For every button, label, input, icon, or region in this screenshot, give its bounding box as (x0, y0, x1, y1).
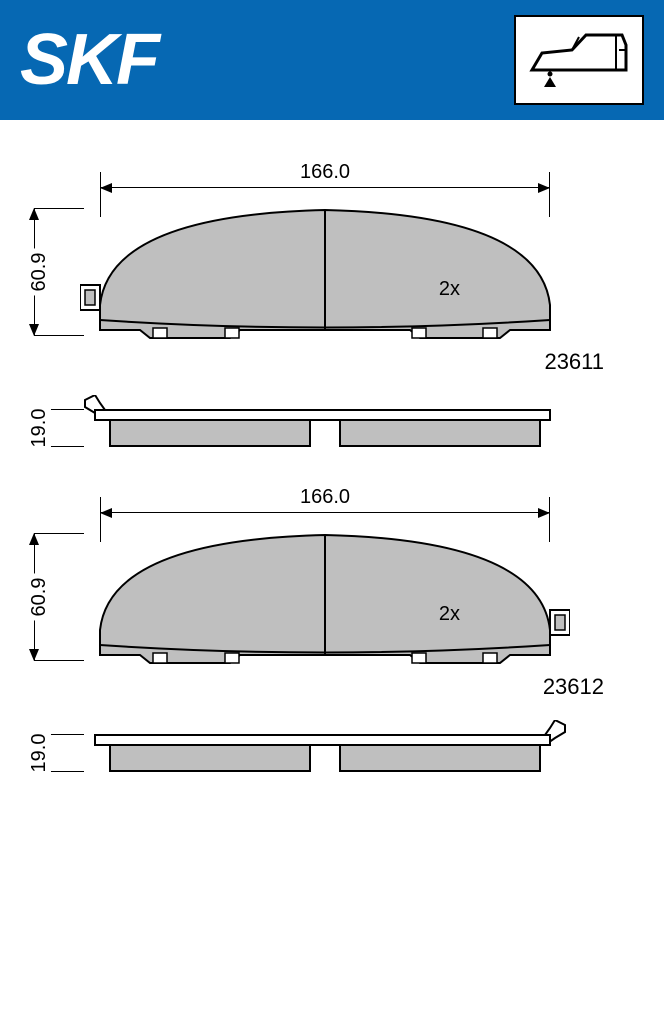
pad2-part-number: 23612 (80, 674, 604, 700)
pad1-height-dimension: 60.9 (20, 208, 60, 336)
pad2-thickness-dimension: 19.0 (20, 734, 60, 772)
pad1-thickness-value: 19.0 (28, 405, 51, 452)
brake-pad-1: 166.0 60.9 2x (80, 160, 634, 455)
pad2-quantity: 2x (439, 603, 460, 626)
pad1-height-value: 60.9 (28, 249, 51, 296)
technical-drawing: 166.0 60.9 2x (0, 120, 664, 820)
pad1-front-view: 60.9 2x (80, 200, 570, 345)
pad2-width-dimension: 166.0 (100, 485, 550, 525)
pad1-width-value: 166.0 (296, 161, 354, 184)
pad2-front-view: 60.9 2x (80, 525, 570, 670)
pad1-thickness-dimension: 19.0 (20, 409, 60, 447)
pad1-side-view: 19.0 (80, 395, 570, 455)
brake-pad-2: 166.0 60.9 2x (80, 485, 634, 780)
header-bar: SKF (0, 0, 664, 120)
pad2-height-value: 60.9 (28, 574, 51, 621)
pad2-height-dimension: 60.9 (20, 533, 60, 661)
pad2-width-value: 166.0 (296, 486, 354, 509)
pad2-thickness-value: 19.0 (28, 730, 51, 777)
brand-logo: SKF (20, 19, 158, 101)
pad1-quantity: 2x (439, 278, 460, 301)
front-axle-icon (514, 15, 644, 105)
pad2-side-view: 19.0 (80, 720, 570, 780)
pad1-part-number: 23611 (80, 349, 604, 375)
pad1-width-dimension: 166.0 (100, 160, 550, 200)
